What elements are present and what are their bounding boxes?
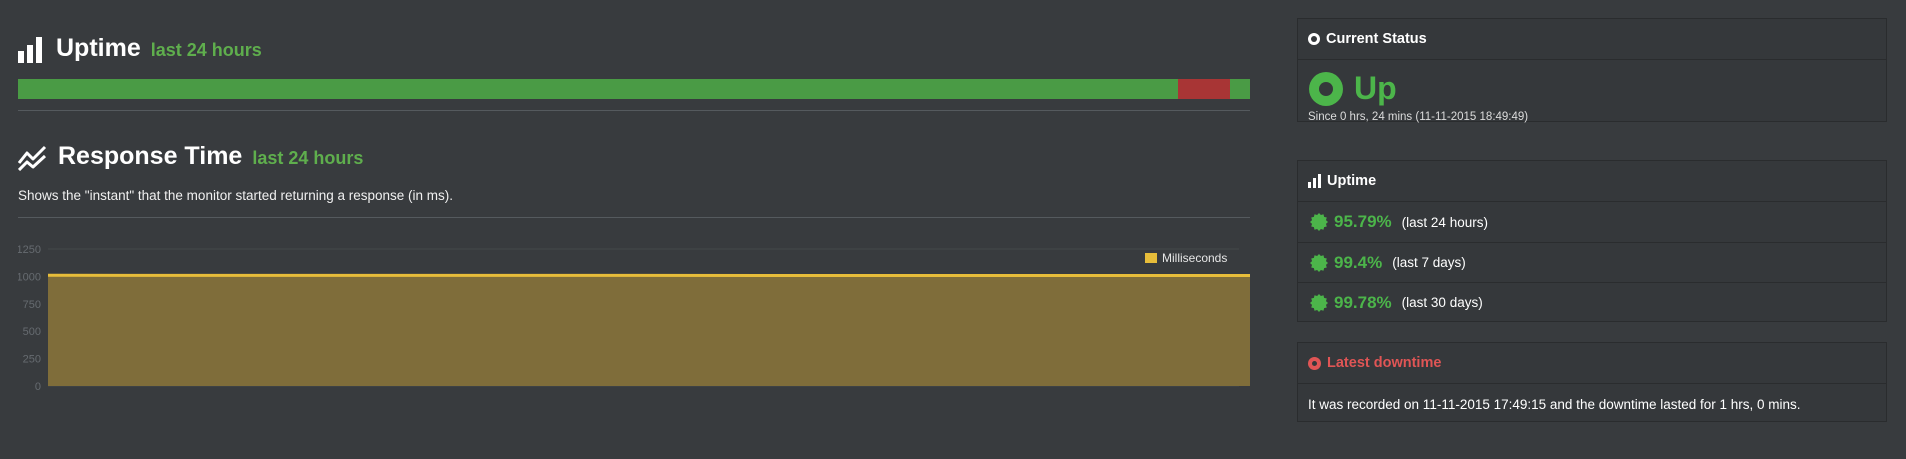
bar-chart-icon — [18, 37, 42, 63]
seal-check-icon — [1310, 213, 1328, 231]
divider — [18, 110, 1250, 111]
status-dot-icon — [1308, 33, 1320, 45]
uptime-bar — [18, 79, 1250, 99]
legend-label: Milliseconds — [1162, 251, 1227, 265]
uptime-period-label: (last 30 days) — [1401, 295, 1483, 310]
latest-downtime-panel: Latest downtime It was recorded on 11-11… — [1297, 342, 1887, 422]
alert-dot-icon — [1308, 356, 1321, 370]
series-area — [48, 275, 1250, 386]
response-section-title: Response Time last 24 hours — [18, 142, 363, 171]
uptime-rows: 95.79% (last 24 hours) 99.4% (last 7 days) 9… — [1298, 202, 1886, 322]
latest-downtime-text: It was recorded on 11-11-2015 17:49:15 a… — [1308, 397, 1801, 412]
uptime-row: 99.4% (last 7 days) — [1298, 242, 1886, 282]
status-up-icon — [1309, 71, 1343, 106]
uptime-percent: 99.4% — [1334, 252, 1383, 272]
uptime-period-label: (last 24 hours) — [1401, 214, 1488, 230]
current-status-header: Current Status — [1298, 19, 1886, 60]
uptime-panel-header-label: Uptime — [1327, 173, 1377, 189]
status-value: Up — [1354, 70, 1397, 106]
status-display: Up — [1298, 60, 1886, 107]
uptime-row: 95.79% (last 24 hours) — [1298, 202, 1886, 242]
y-tick-label: 250 — [23, 354, 41, 366]
y-tick-label: 750 — [23, 299, 41, 311]
line-chart-icon — [18, 145, 47, 171]
uptime-period-label: (last 7 days) — [1392, 255, 1466, 270]
current-status-header-label: Current Status — [1326, 31, 1427, 47]
uptime-bar-downtime-segment — [1178, 79, 1230, 99]
response-title: Response Time — [58, 142, 243, 170]
response-subtitle: last 24 hours — [252, 148, 364, 168]
latest-downtime-header-label: Latest downtime — [1327, 355, 1442, 371]
bar-chart-icon — [1308, 174, 1321, 188]
uptime-title: Uptime — [56, 34, 141, 62]
series-line — [47, 273, 1250, 278]
current-status-panel: Current Status Up Since 0 hrs, 24 mins (… — [1297, 18, 1887, 123]
status-since: Since 0 hrs, 24 mins (11-11-2015 18:49:4… — [1308, 111, 1529, 123]
y-tick-label: 1250 — [18, 244, 41, 256]
y-tick-label: 0 — [35, 381, 41, 393]
uptime-panel-header: Uptime — [1298, 161, 1886, 202]
uptime-section-title: Uptime last 24 hours — [18, 34, 262, 63]
uptime-panel: Uptime 95.79% (last 24 hours) 99.4% (last 7… — [1297, 160, 1887, 322]
uptime-subtitle: last 24 hours — [150, 40, 262, 60]
uptime-percent: 95.79% — [1334, 212, 1392, 231]
response-description: Shows the "instant" that the monitor sta… — [18, 188, 454, 203]
latest-downtime-header: Latest downtime — [1298, 343, 1886, 384]
divider — [18, 217, 1250, 218]
response-time-chart: 02505007501000125020:0022:0000:0002:0004… — [18, 244, 1250, 393]
y-tick-label: 500 — [23, 326, 41, 338]
y-tick-label: 1000 — [18, 271, 41, 283]
legend-swatch — [1145, 253, 1157, 263]
uptime-row: 99.78% (last 30 days) — [1298, 282, 1886, 322]
seal-check-icon — [1310, 293, 1328, 312]
uptime-percent: 99.78% — [1334, 292, 1392, 312]
seal-check-icon — [1310, 253, 1328, 272]
